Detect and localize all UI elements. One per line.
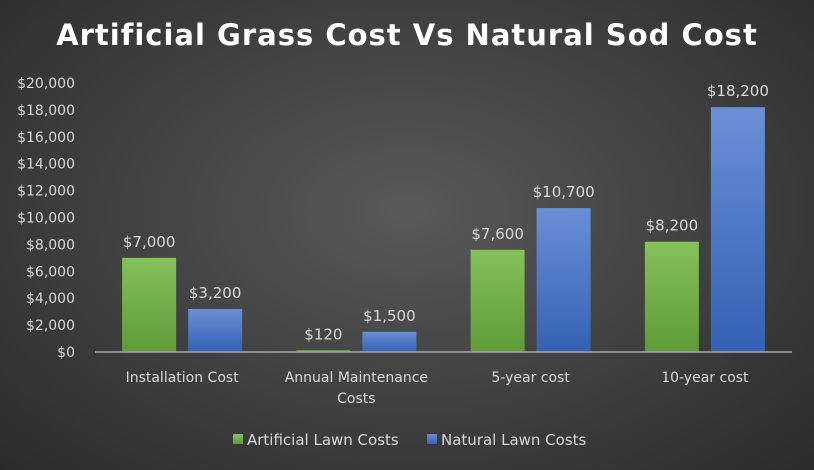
data-label: $10,700 bbox=[533, 183, 595, 201]
bar-artificial-3 bbox=[644, 241, 699, 352]
x-category-label: Annual Maintenance bbox=[285, 370, 428, 386]
bar-artificial-0 bbox=[122, 257, 177, 352]
legend-swatch-artificial bbox=[233, 434, 243, 444]
bars-group: $7,000 $3,200 $120 $1,500 $7,600 $10,700 $8,20… bbox=[122, 82, 769, 353]
y-tick-label: $16,000 bbox=[17, 130, 75, 146]
bar-natural-2 bbox=[536, 208, 591, 352]
x-category-label: Costs bbox=[337, 391, 375, 407]
legend: Artificial Lawn Costs Natural Lawn Costs bbox=[233, 431, 587, 449]
data-label: $8,200 bbox=[646, 217, 699, 235]
y-tick-label: $8,000 bbox=[26, 237, 75, 253]
data-label: $3,200 bbox=[189, 284, 242, 302]
x-axis: Installation Cost Annual Maintenance Costs… bbox=[95, 351, 792, 407]
bar-artificial-2 bbox=[470, 249, 525, 352]
bar-artificial-1 bbox=[296, 350, 351, 352]
y-tick-label: $14,000 bbox=[17, 157, 75, 173]
data-label: $7,000 bbox=[123, 233, 176, 251]
y-tick-label: $4,000 bbox=[26, 291, 75, 307]
bar-natural-0 bbox=[188, 308, 243, 352]
legend-swatch-natural bbox=[427, 434, 437, 444]
data-label: $120 bbox=[304, 325, 342, 343]
x-category-label: Installation Cost bbox=[126, 370, 240, 386]
chart-title: Artificial Grass Cost Vs Natural Sod Cos… bbox=[56, 18, 758, 52]
x-category-label: 5-year cost bbox=[491, 370, 570, 386]
legend-label: Artificial Lawn Costs bbox=[247, 431, 399, 449]
data-label: $7,600 bbox=[471, 225, 524, 243]
bar-natural-3 bbox=[710, 107, 765, 353]
y-tick-label: $2,000 bbox=[26, 318, 75, 334]
y-tick-label: $10,000 bbox=[17, 211, 75, 227]
y-tick-label: $12,000 bbox=[17, 184, 75, 200]
y-tick-label: $6,000 bbox=[26, 264, 75, 280]
data-label: $1,500 bbox=[363, 307, 416, 325]
x-category-label: 10-year cost bbox=[661, 370, 749, 386]
legend-label: Natural Lawn Costs bbox=[441, 431, 587, 449]
y-tick-label: $0 bbox=[57, 345, 75, 361]
y-axis: $0 $2,000 $4,000 $6,000 $8,000 $10,000 $12,000… bbox=[17, 76, 75, 361]
y-tick-label: $18,000 bbox=[17, 103, 75, 119]
data-label: $18,200 bbox=[707, 82, 769, 100]
y-tick-label: $20,000 bbox=[17, 76, 75, 92]
bar-natural-1 bbox=[362, 331, 417, 352]
